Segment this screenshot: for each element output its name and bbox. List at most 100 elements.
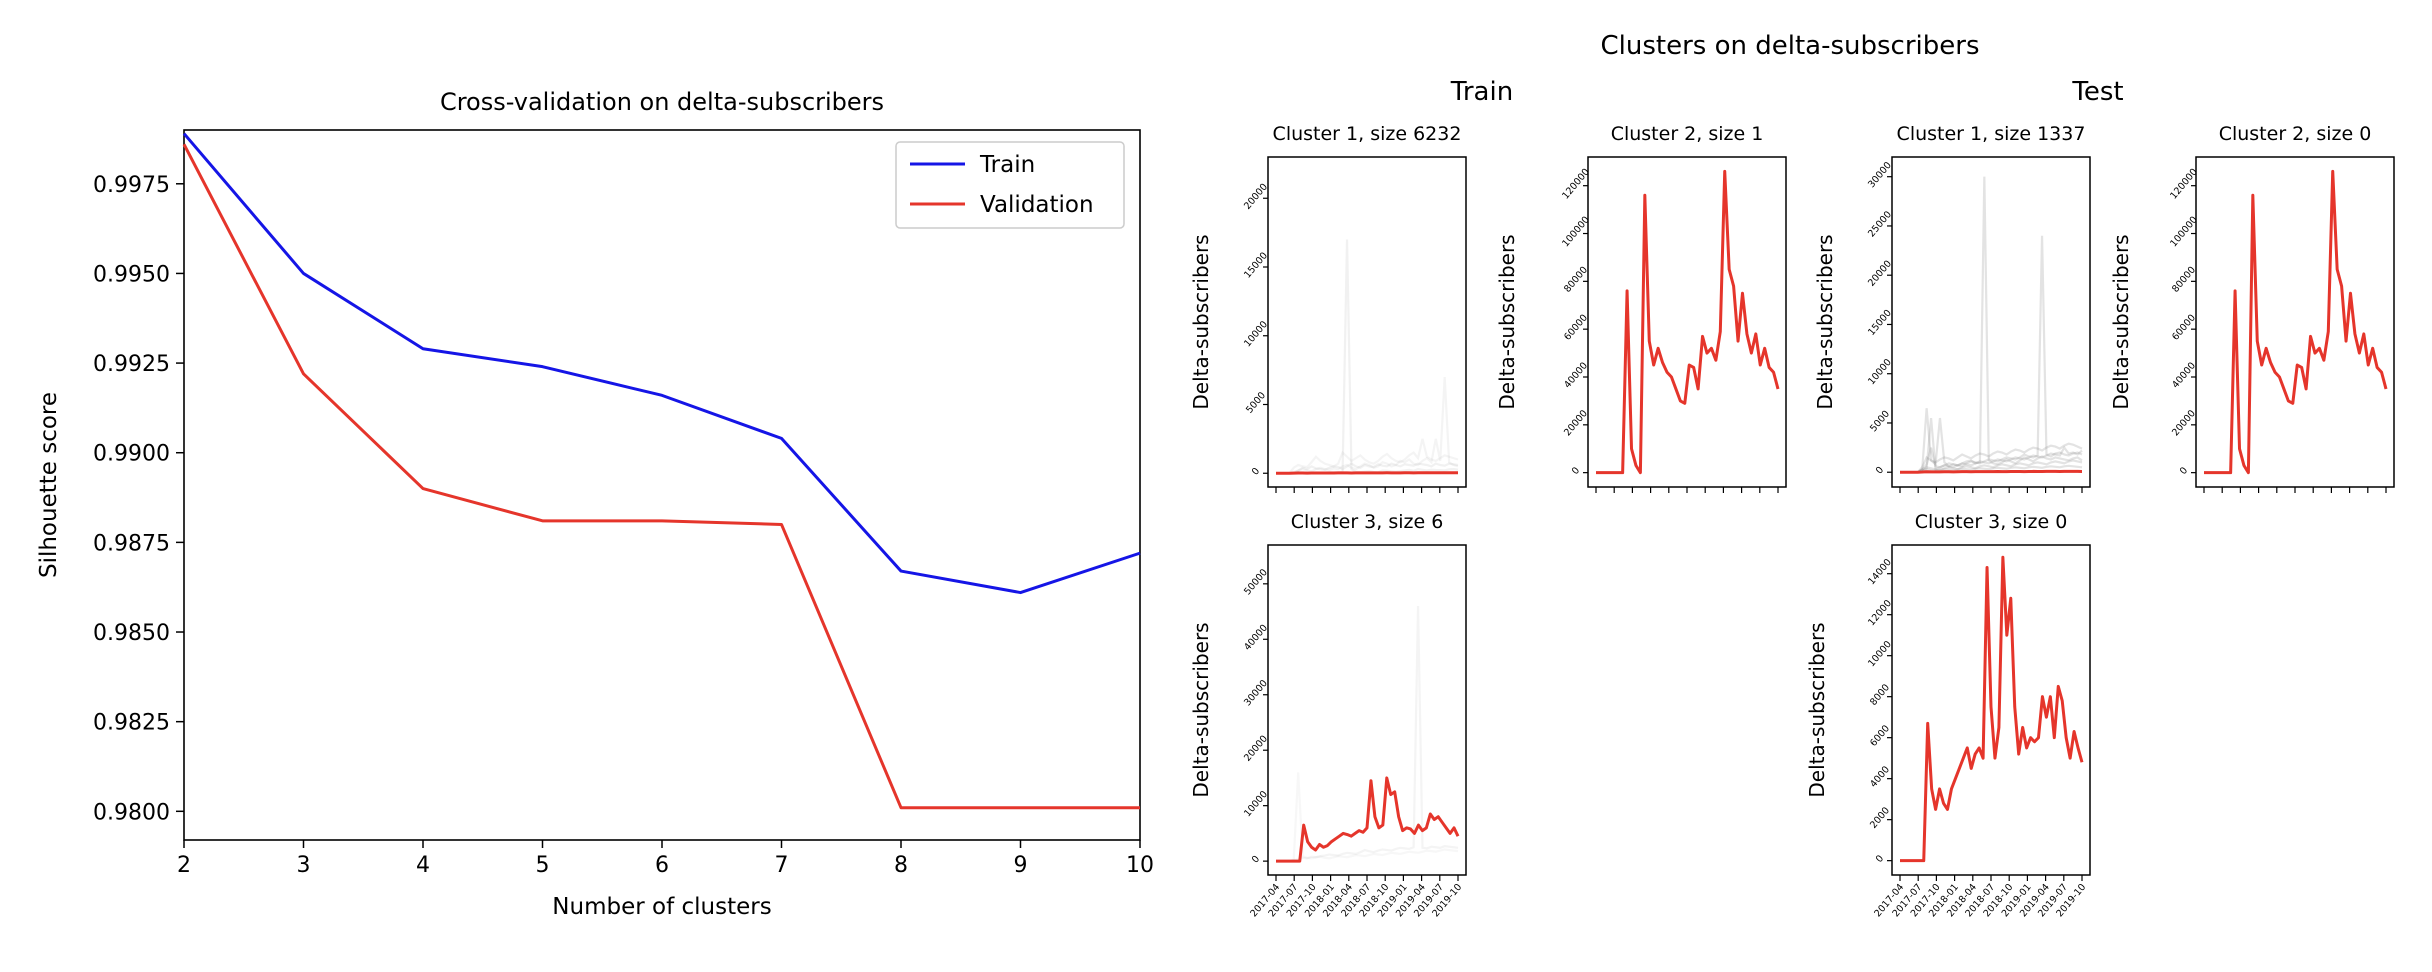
cv-x-tick-label: 6 <box>655 853 669 878</box>
panel-y-tick-label: 0 <box>1250 854 1262 866</box>
panel-y-axis-label: Delta-subscribers <box>1813 234 1837 409</box>
panel-y-tick-label: 0 <box>1874 853 1886 865</box>
panel-y-tick-label: 8000 <box>1868 682 1892 708</box>
cv-title: Cross-validation on delta-subscribers <box>440 88 884 116</box>
cv-x-tick-label: 3 <box>297 853 311 878</box>
cv-y-tick-label: 0.9850 <box>93 621 170 646</box>
panel-y-tick-label: 40000 <box>2170 360 2198 390</box>
panel-centroid-line <box>1900 469 2083 474</box>
panel-member-line <box>1276 376 1459 475</box>
panel-y-tick-label: 4000 <box>1868 764 1892 790</box>
panel-y-tick-label: 20000 <box>1562 408 1590 438</box>
panel-y-tick-label: 14000 <box>1866 557 1894 587</box>
panel-y-tick-label: 0 <box>1874 465 1886 477</box>
panel-y-tick-label: 50000 <box>1242 567 1270 597</box>
cv-series <box>182 132 1141 810</box>
panel-y-tick-label: 20000 <box>1242 182 1270 212</box>
cv-x-axis-label: Number of clusters <box>552 894 771 920</box>
cv-x-tick-label: 9 <box>1014 853 1028 878</box>
cv-y-tick-label: 0.9900 <box>93 442 170 467</box>
panel-y-tick-label: 5000 <box>1868 409 1892 435</box>
cluster-panels: Cluster 1, size 6232 Delta-subscribers 0 50… <box>1189 123 2395 919</box>
panel-y-tick-label: 0 <box>1570 465 1582 477</box>
panel-member-line <box>1276 462 1459 475</box>
panel-member-line <box>1900 417 2083 474</box>
panel-y-tick-label: 10000 <box>1242 319 1270 349</box>
panel-member-line <box>1900 235 2083 474</box>
legend-label-validation: Validation <box>980 192 1094 218</box>
cv-legend: Train Validation <box>895 141 1125 229</box>
panel-member-line <box>1276 438 1459 475</box>
cv-chart: Cross-validation on delta-subscribers 2 3… <box>36 88 1154 920</box>
cv-y-tick-label: 0.9875 <box>93 531 170 556</box>
panel-member-line <box>1276 239 1459 475</box>
panel-y-tick-label: 20000 <box>2170 408 2198 438</box>
panel-member-line <box>1276 605 1459 863</box>
cluster-panel-train-c1: Cluster 1, size 6232 Delta-subscribers 0 50… <box>1189 123 1467 493</box>
panel-title: Cluster 1, size 1337 <box>1897 123 2086 145</box>
panel-centroid-line <box>1276 471 1459 475</box>
panel-y-axis-label: Delta-subscribers <box>1189 234 1213 409</box>
cv-x-tick-label: 10 <box>1126 853 1154 878</box>
panel-y-tick-label: 40000 <box>1242 623 1270 653</box>
cluster-panel-train-c3: Cluster 3, size 6 Delta-subscribers 0 10000… <box>1189 511 1467 919</box>
panel-axes-frame <box>1267 156 1467 488</box>
cv-y-tick-label: 0.9925 <box>93 352 170 377</box>
cv-series-line-train <box>182 132 1141 595</box>
panel-y-tick-label: 2000 <box>1868 805 1892 831</box>
panel-y-tick-label: 12000 <box>1866 598 1894 628</box>
panel-y-tick-label: 120000 <box>1560 167 1592 202</box>
cv-y-tick-label: 0.9950 <box>93 262 170 287</box>
panel-y-tick-label: 10000 <box>1242 789 1270 819</box>
panel-y-tick-label: 80000 <box>1562 265 1590 295</box>
panel-y-tick-label: 120000 <box>2168 167 2200 202</box>
panel-y-tick-label: 10000 <box>1866 357 1894 387</box>
panel-y-tick-label: 30000 <box>1242 678 1270 708</box>
panel-member-line <box>1900 464 2083 474</box>
cv-y-ticks: 0.9800 0.9825 0.9850 0.9875 0.9900 0.9925 0.99… <box>93 173 184 825</box>
panel-y-tick-label: 100000 <box>2168 214 2200 249</box>
cv-x-tick-label: 7 <box>775 853 789 878</box>
panel-centroid-line <box>1276 776 1460 863</box>
panel-y-tick-label: 0 <box>2178 465 2190 477</box>
panel-axes-frame <box>1587 156 1787 488</box>
panel-y-tick-label: 40000 <box>1562 360 1590 390</box>
cv-series-line-validation <box>182 143 1140 810</box>
cv-x-ticks: 2 3 4 5 6 7 8 9 10 <box>177 840 1154 878</box>
panel-member-line <box>1900 176 2083 474</box>
panel-y-tick-label: 25000 <box>1866 209 1894 239</box>
panel-y-tick-label: 5000 <box>1244 390 1268 416</box>
legend-label-train: Train <box>979 152 1035 178</box>
panel-title: Cluster 2, size 0 <box>2219 123 2372 145</box>
cluster-panel-test-c1: Cluster 1, size 1337 Delta-subscribers 0 50… <box>1813 123 2091 493</box>
cv-x-tick-label: 4 <box>416 853 430 878</box>
panel-centroid-line <box>2204 169 2388 475</box>
cv-y-tick-label: 0.9800 <box>93 800 170 825</box>
cv-y-tick-label: 0.9825 <box>93 711 170 736</box>
group-label-train: Train <box>1450 77 1513 107</box>
panel-title: Cluster 1, size 6232 <box>1273 123 1462 145</box>
panel-member-line <box>1900 442 2083 474</box>
panel-member-line <box>1276 772 1459 863</box>
panel-centroid-line <box>1596 169 1780 475</box>
panel-y-tick-label: 60000 <box>2170 312 2198 342</box>
cluster-panel-test-c2: Cluster 2, size 0 Delta-subscribers 0 20000… <box>2109 123 2395 493</box>
panel-y-axis-label: Delta-subscribers <box>1805 622 1829 797</box>
cv-y-tick-label: 0.9975 <box>93 173 170 198</box>
panel-y-tick-label: 100000 <box>1560 214 1592 249</box>
panel-y-tick-label: 0 <box>1250 466 1262 478</box>
panel-y-tick-label: 10000 <box>1866 639 1894 669</box>
panel-member-line <box>1900 445 2083 474</box>
clusters-title: Clusters on delta-subscribers <box>1601 31 1980 61</box>
panel-y-axis-label: Delta-subscribers <box>1189 622 1213 797</box>
panel-y-tick-label: 20000 <box>1866 258 1894 288</box>
panel-title: Cluster 3, size 0 <box>1915 511 2068 533</box>
panel-y-tick-label: 80000 <box>2170 265 2198 295</box>
panel-axes-frame <box>2195 156 2395 488</box>
panel-axes-frame <box>1891 156 2091 488</box>
cluster-panel-test-c3: Cluster 3, size 0 Delta-subscribers 0 2000 4… <box>1805 511 2091 919</box>
panel-y-axis-label: Delta-subscribers <box>1495 234 1519 409</box>
panel-title: Cluster 2, size 1 <box>1611 123 1764 145</box>
